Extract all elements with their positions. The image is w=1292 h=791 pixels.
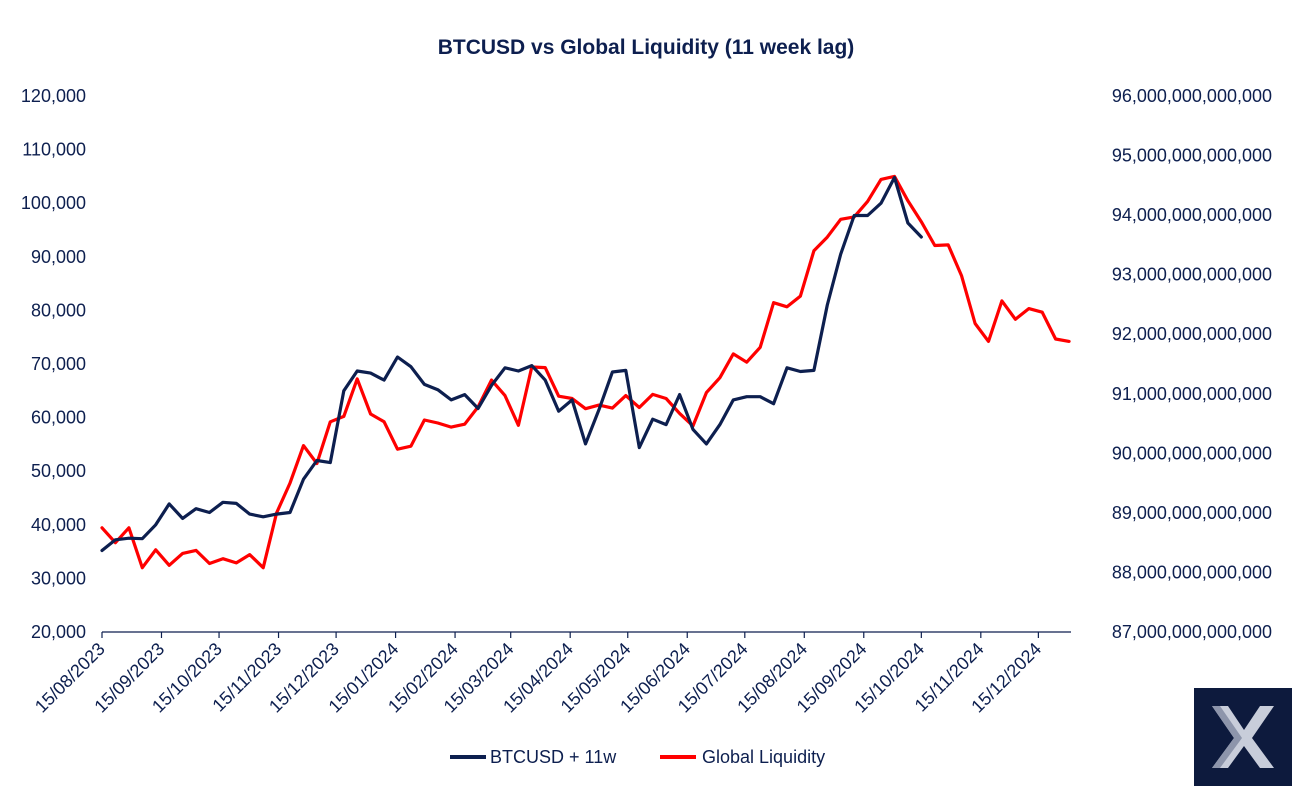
series-layer [100,174,1071,570]
series-line-global-liquidity [100,174,1071,570]
left-tick-label: 100,000 [21,193,86,213]
right-tick-label: 95,000,000,000,000 [1112,146,1272,166]
left-tick-label: 30,000 [31,568,86,588]
legend-label-global-liquidity: Global Liquidity [702,747,825,767]
series-line-btcusd [100,175,923,553]
chart-title: BTCUSD vs Global Liquidity (11 week lag) [438,36,855,59]
left-tick-label: 120,000 [21,86,86,106]
right-tick-label: 90,000,000,000,000 [1112,443,1272,463]
logo [1194,688,1292,786]
right-tick-label: 96,000,000,000,000 [1112,86,1272,106]
legend-label-btcusd: BTCUSD + 11w [490,747,617,767]
x-axis: 15/08/202315/09/202315/10/202315/11/2023… [31,631,1071,717]
left-y-axis: 20,000 30,000 40,000 50,000 60,000 70,000 80,0… [21,86,86,642]
logo-x-icon [1212,706,1274,768]
left-tick-label: 60,000 [31,408,86,428]
right-tick-label: 88,000,000,000,000 [1112,562,1272,582]
right-tick-label: 91,000,000,000,000 [1112,384,1272,404]
right-tick-label: 89,000,000,000,000 [1112,503,1272,523]
left-tick-label: 90,000 [31,247,86,267]
right-y-axis: 87,000,000,000,000 88,000,000,000,000 89,0… [1112,86,1272,642]
left-tick-label: 110,000 [22,140,86,160]
right-tick-label: 94,000,000,000,000 [1112,205,1272,225]
right-tick-label: 92,000,000,000,000 [1112,324,1272,344]
left-tick-label: 70,000 [31,354,86,374]
left-tick-label: 80,000 [31,300,86,320]
legend: BTCUSD + 11w Global Liquidity [450,747,825,767]
left-tick-label: 40,000 [31,515,86,535]
right-tick-label: 87,000,000,000,000 [1112,622,1272,642]
left-tick-label: 20,000 [31,622,86,642]
right-tick-label: 93,000,000,000,000 [1112,265,1272,285]
left-tick-label: 50,000 [31,461,86,481]
